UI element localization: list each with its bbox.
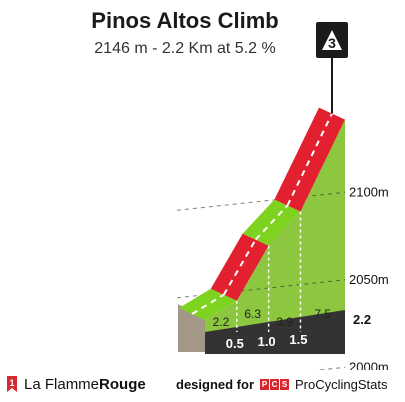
lfr-logo: 1 La FlammeRouge xyxy=(4,374,146,394)
segment-gradient-label: 2.2 xyxy=(213,315,230,329)
chart-subtitle: 2146 m - 2.2 Km at 5.2 % xyxy=(94,40,276,57)
category-badge-number: 3 xyxy=(328,35,336,51)
distance-base-rect xyxy=(205,332,345,354)
category-badge-triangle xyxy=(322,30,342,50)
distance-tick-label: 0.5 xyxy=(226,336,244,351)
distance-tick-label: 1.0 xyxy=(258,334,276,349)
elevation-tick-label: 2050m xyxy=(349,272,389,287)
brand-name-part2: Rouge xyxy=(99,375,146,393)
elevation-tick-label: 2100m xyxy=(349,184,389,199)
segment-top-surface xyxy=(210,233,269,301)
segment-gradient-label: 3.9 xyxy=(276,315,293,329)
segment-gradient-label: 6.3 xyxy=(244,307,261,321)
segment-gradient-label: 7.5 xyxy=(314,307,331,321)
profile-area xyxy=(205,119,345,332)
svg-text:1: 1 xyxy=(9,378,14,388)
distance-tick-label: 1.5 xyxy=(289,332,307,347)
brand-name-part1: La Flamme xyxy=(24,375,100,393)
chart-title: Pinos Altos Climb xyxy=(91,8,279,33)
segment-centerline xyxy=(254,204,289,241)
pcs-letter: S xyxy=(280,379,290,390)
segment-top-surface xyxy=(274,107,345,212)
flame-icon: 1 xyxy=(7,376,17,392)
pcs-letter: P xyxy=(260,379,270,390)
pcs-logo-icon: P C S xyxy=(260,379,290,390)
total-distance-label: 2.2 xyxy=(353,312,371,327)
elevation-tick-label: 2000m xyxy=(349,359,389,370)
elevation-gridline xyxy=(315,366,346,370)
designed-for-label: designed for xyxy=(176,377,255,392)
pcs-credit: designed for P C S ProCyclingStats xyxy=(176,377,388,392)
pcs-letter: C xyxy=(270,379,280,390)
site-name: ProCyclingStats xyxy=(295,377,388,392)
